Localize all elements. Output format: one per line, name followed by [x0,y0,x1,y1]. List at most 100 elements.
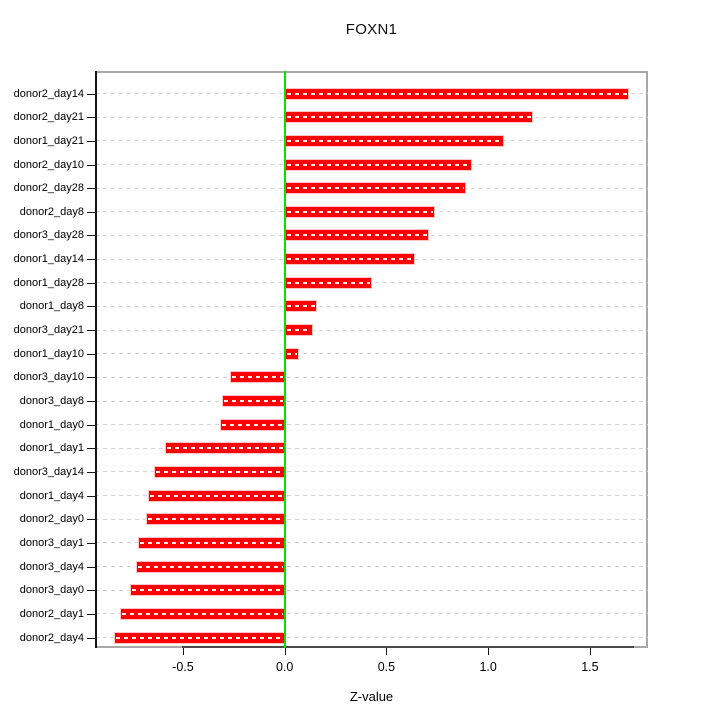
bar-dash-pattern [286,187,464,190]
bar-dash-pattern [148,518,283,521]
gridline [95,518,648,520]
y-tick [87,259,95,261]
plot-border-right [646,71,648,648]
gridline [95,566,648,568]
bar-donor1_day28 [284,276,373,289]
y-tick [87,401,95,403]
bar-donor2_day1 [119,607,285,620]
gridline [95,329,648,331]
gridline [95,376,648,378]
y-tick [87,377,95,379]
bar-dash-pattern [132,589,283,592]
bar-dash-pattern [286,329,312,332]
bar-donor2_day14 [284,87,629,100]
y-tick [87,448,95,450]
plot-area [95,71,648,648]
bar-dash-pattern [138,565,283,568]
gridline [95,353,648,355]
y-axis-label: donor1_day4 [19,489,84,502]
x-tick [284,648,286,655]
x-axis-tick-label: 0.0 [275,660,294,674]
gridline [95,589,648,591]
y-axis-label: donor1_day1 [19,442,84,455]
gridline [95,471,648,473]
y-tick [87,353,95,355]
y-tick [87,424,95,426]
bar-donor2_day4 [113,631,285,644]
bar-dash-pattern [150,494,283,497]
y-tick [87,282,95,284]
bar-dash-pattern [156,470,283,473]
y-axis-label: donor3_day1 [19,536,84,549]
y-axis-label: donor1_day14 [13,253,84,266]
y-axis-label: donor3_day28 [13,229,84,242]
bar-donor2_day10 [284,158,472,171]
y-tick [87,519,95,521]
y-axis-label: donor2_day28 [13,182,84,195]
gridline [95,637,648,638]
x-axis-tick-label: -0.5 [172,660,194,674]
y-axis-label: donor1_day0 [19,418,84,431]
bar-dash-pattern [286,352,297,355]
y-axis-label: donor2_day14 [13,87,84,100]
bar-dash-pattern [286,163,470,166]
bar-dash-pattern [115,636,283,639]
y-tick [87,637,95,639]
bar-dash-pattern [140,541,283,544]
x-tick [488,648,490,655]
y-axis-label: donor2_day10 [13,158,84,171]
bar-dash-pattern [286,139,503,142]
bar-dash-pattern [286,258,413,261]
x-tick [589,648,591,655]
y-axis-label: donor3_day8 [19,395,84,408]
y-tick [87,590,95,592]
gridline [95,447,648,449]
y-tick [87,542,95,544]
gridline [95,495,648,497]
gridline [95,424,648,426]
bar-dash-pattern [221,423,283,426]
bar-dash-pattern [286,305,316,308]
y-axis-label: donor2_day0 [19,513,84,526]
gridline [95,542,648,544]
y-axis-label: donor2_day1 [19,607,84,620]
y-axis-label: donor1_day28 [13,276,84,289]
gridline [95,613,648,615]
y-tick [87,330,95,332]
y-tick [87,164,95,166]
y-tick [87,613,95,615]
bar-dash-pattern [286,281,371,284]
bar-dash-pattern [223,400,283,403]
bar-dash-pattern [286,116,531,119]
plot-border-top [95,71,648,73]
bar-donor1_day8 [284,300,318,313]
gridline [95,305,648,307]
y-axis-label: donor3_day4 [19,560,84,573]
bar-dash-pattern [166,447,283,450]
y-tick [87,93,95,95]
bar-dash-pattern [231,376,283,379]
zero-line [283,71,286,648]
bar-dash-pattern [121,612,283,615]
bar-donor2_day28 [284,182,466,195]
x-tick [182,648,184,655]
bar-donor2_day8 [284,205,436,218]
y-axis-label: donor3_day14 [13,465,84,478]
y-axis-label: donor1_day8 [19,300,84,313]
y-tick [87,188,95,190]
y-tick [87,566,95,568]
bar-donor3_day14 [154,465,285,478]
bar-donor3_day1 [138,536,285,549]
y-axis-line [95,71,97,648]
y-axis-label: donor3_day21 [13,324,84,337]
y-axis-label: donor2_day4 [19,631,84,644]
y-axis-label: donor3_day10 [13,371,84,384]
y-tick [87,235,95,237]
y-tick [87,140,95,142]
bar-donor1_day0 [219,418,285,431]
y-tick [87,117,95,119]
y-axis-label: donor2_day8 [19,205,84,218]
bar-dash-pattern [286,210,434,213]
y-tick [87,211,95,213]
y-tick [87,306,95,308]
